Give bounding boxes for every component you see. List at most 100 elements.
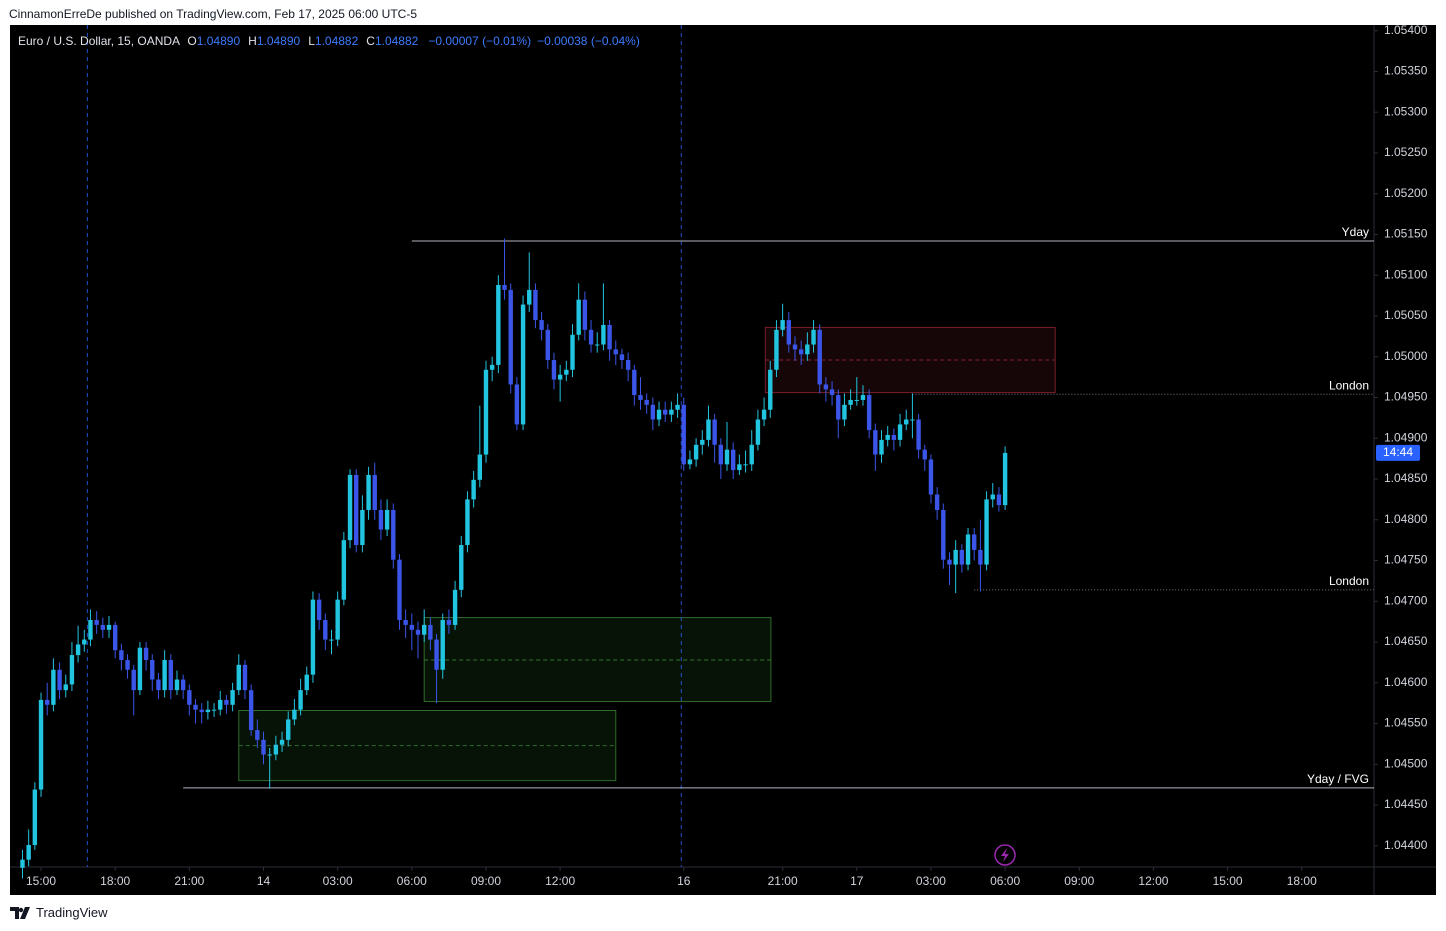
candle-body [663, 409, 668, 415]
y-tick-label: 1.04850 [1384, 471, 1428, 485]
candle-body [632, 369, 637, 396]
candle-body [570, 334, 575, 370]
candle-body [749, 444, 754, 465]
y-tick-label: 1.05000 [1384, 349, 1428, 363]
candle-body [551, 360, 557, 380]
candle-body [415, 629, 421, 635]
candle-body [774, 329, 779, 370]
candle-body [446, 620, 452, 625]
candle-body [978, 549, 983, 565]
candle-body [32, 789, 38, 845]
candle-body [533, 289, 538, 321]
candle-body [972, 534, 977, 550]
y-tick-label: 1.04750 [1384, 553, 1428, 567]
y-tick-label: 1.05100 [1384, 267, 1428, 281]
candle-body [829, 389, 835, 396]
symbol-legend: Euro / U.S. Dollar, 15, OANDA O1.04890 H1… [18, 34, 644, 48]
plot: 1.04400 1.04450 1.04500 1.04550 1.04600 1.046… [20, 23, 1428, 888]
candle-body [459, 545, 464, 590]
candle-body [131, 669, 136, 691]
last-price-tag [1376, 444, 1420, 461]
ohlc-key: C [366, 34, 375, 48]
x-tick-label: 03:00 [323, 874, 353, 888]
candle-body [743, 464, 748, 466]
candle-body [205, 709, 211, 713]
candle-body [527, 289, 532, 305]
level-label: London [1329, 378, 1369, 392]
candle-body [174, 679, 180, 691]
candle-body [755, 419, 761, 445]
candle-body [675, 404, 680, 410]
candle-body [378, 509, 384, 530]
candle-body [248, 690, 254, 731]
candle-body [904, 419, 909, 425]
change-value: −0.00007 (−0.01%) [428, 34, 532, 48]
y-tick-label: 1.05300 [1384, 104, 1428, 118]
y-tick-label: 1.05350 [1384, 64, 1428, 78]
candle-body [69, 655, 75, 685]
candle-body [539, 320, 544, 330]
candle-body [366, 474, 371, 510]
candle-body [984, 499, 989, 565]
candle-body [508, 289, 513, 385]
candle-body [465, 499, 470, 546]
candle-body [421, 624, 427, 635]
candle-body [292, 709, 297, 720]
candle-body [384, 509, 390, 530]
candle-body [428, 624, 433, 640]
y-tick-label: 1.05250 [1384, 145, 1428, 159]
candle-body [638, 395, 643, 400]
candle-body [341, 540, 347, 600]
level-label: London [1329, 574, 1369, 588]
alert-bolt [1001, 848, 1009, 862]
zone-box [238, 710, 617, 782]
candle-body [520, 304, 526, 425]
candle-body [879, 439, 884, 455]
candle-body [934, 494, 940, 510]
candle-body [916, 419, 921, 450]
candle-body [51, 669, 56, 705]
alert-icon[interactable] [994, 844, 1016, 866]
candle-body [811, 329, 816, 345]
candle-body [397, 559, 402, 621]
candle-body [372, 474, 377, 510]
candle-body [403, 620, 408, 625]
publisher-line: CinnamonErreDe published on TradingView.… [9, 7, 418, 21]
candle-body [786, 320, 792, 345]
candle-body [990, 494, 995, 500]
ohlc-value: 1.04890 [196, 34, 241, 48]
candle-body [582, 299, 588, 330]
candle-body [1002, 452, 1008, 506]
candle-body [780, 320, 785, 330]
candle-body [489, 364, 495, 370]
candle-body [842, 404, 847, 420]
candle-body [854, 399, 859, 401]
candle-body [82, 639, 87, 645]
level-label: Yday [1342, 225, 1369, 239]
candle-body [471, 479, 476, 500]
candle-body [20, 859, 25, 868]
candle-body [601, 324, 606, 345]
candle-body [119, 650, 124, 660]
change-value: −0.00038 (−0.04%) [537, 34, 640, 48]
candle-body [496, 285, 501, 365]
x-tick-label: 18:00 [1287, 874, 1317, 888]
candle-body [619, 354, 625, 361]
candle-body [848, 399, 853, 405]
candle-body [588, 329, 594, 345]
candle-body [38, 699, 44, 790]
candle-body [310, 599, 316, 675]
candle-body [100, 624, 106, 630]
x-tick-label: 12:00 [1138, 874, 1168, 888]
ohlc-value: 1.04890 [256, 34, 301, 48]
candle-body [866, 395, 872, 431]
candle-body [873, 430, 878, 455]
candle-body [557, 374, 563, 380]
candle-body [860, 395, 866, 400]
candle-body [298, 690, 303, 710]
ohlc-key: H [248, 34, 257, 48]
candle-body [255, 730, 260, 740]
x-tick-label: 09:00 [1064, 874, 1094, 888]
candle-body [700, 439, 705, 445]
